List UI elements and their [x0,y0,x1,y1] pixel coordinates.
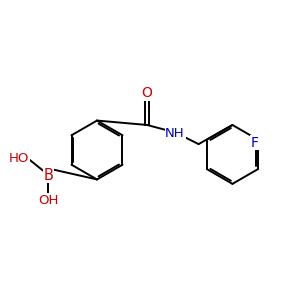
Text: F: F [251,136,259,150]
Text: NH: NH [165,127,185,140]
Text: OH: OH [38,194,58,207]
Text: B: B [44,167,53,182]
Text: O: O [142,86,152,100]
Text: HO: HO [9,152,29,165]
